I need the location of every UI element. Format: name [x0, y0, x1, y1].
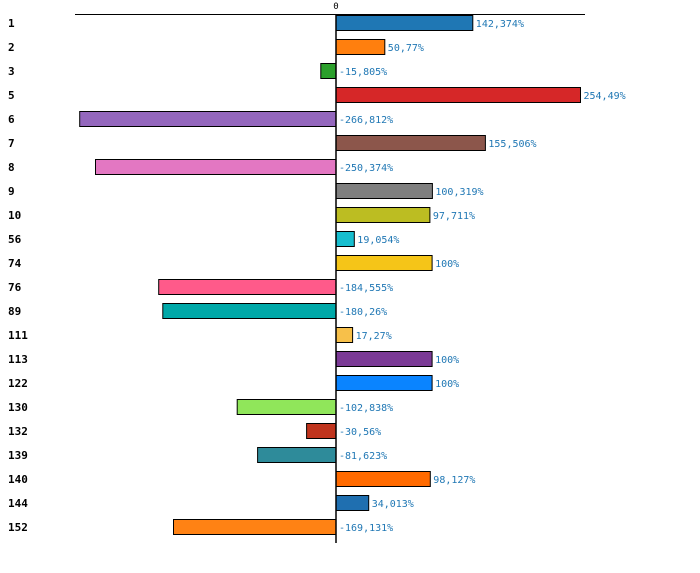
- category-label-113: 113: [8, 353, 28, 366]
- bar-10: [335, 207, 431, 223]
- value-label-5: 254,49%: [584, 91, 626, 102]
- category-label-5: 5: [8, 89, 15, 102]
- category-label-132: 132: [8, 425, 28, 438]
- bar-140: [335, 471, 431, 487]
- bar-3: [320, 63, 337, 79]
- value-label-152: -169,131%: [339, 523, 393, 534]
- zero-tick-label: 0: [333, 2, 338, 12]
- value-label-6: -266,812%: [339, 115, 393, 126]
- bar-7: [335, 135, 486, 151]
- category-label-140: 140: [8, 473, 28, 486]
- category-label-76: 76: [8, 281, 22, 294]
- bar-1: [335, 15, 474, 31]
- bar-2: [335, 39, 386, 55]
- category-label-10: 10: [8, 209, 21, 222]
- value-label-1: 142,374%: [476, 19, 524, 30]
- value-label-9: 100,319%: [435, 187, 483, 198]
- category-label-122: 122: [8, 377, 28, 390]
- value-label-130: -102,838%: [339, 403, 393, 414]
- value-label-111: 17,27%: [356, 331, 392, 342]
- bar-56: [335, 231, 355, 247]
- value-label-10: 97,711%: [433, 211, 475, 222]
- value-label-3: -15,805%: [339, 67, 387, 78]
- value-label-144: 34,013%: [372, 499, 414, 510]
- value-label-89: -180,26%: [339, 307, 387, 318]
- category-label-8: 8: [8, 161, 15, 174]
- category-label-89: 89: [8, 305, 21, 318]
- value-label-74: 100%: [435, 259, 459, 270]
- bar-122: [335, 375, 433, 391]
- value-label-140: 98,127%: [433, 475, 475, 486]
- bars-group: 1 142,374% 2 50,77% 3 -15,805% 5 254,49% 6 -266,8…: [8, 15, 626, 535]
- value-label-56: 19,054%: [357, 235, 399, 246]
- value-label-7: 155,506%: [488, 139, 536, 150]
- category-label-9: 9: [8, 185, 15, 198]
- bar-144: [335, 495, 370, 511]
- category-label-144: 144: [8, 497, 28, 510]
- value-label-8: -250,374%: [339, 163, 393, 174]
- value-label-132: -30,56%: [339, 427, 381, 438]
- category-label-56: 56: [8, 233, 22, 246]
- bar-76: [158, 279, 337, 295]
- value-label-139: -81,623%: [339, 451, 387, 462]
- bar-74: [335, 255, 433, 271]
- category-label-1: 1: [8, 17, 15, 30]
- category-label-139: 139: [8, 449, 28, 462]
- bar-113: [335, 351, 433, 367]
- bar-152: [173, 519, 337, 535]
- bar-5: [335, 87, 581, 103]
- value-label-113: 100%: [435, 355, 459, 366]
- category-label-152: 152: [8, 521, 28, 534]
- value-label-76: -184,555%: [339, 283, 393, 294]
- category-label-7: 7: [8, 137, 15, 150]
- bar-89: [162, 303, 337, 319]
- bar-6: [79, 111, 337, 127]
- value-label-2: 50,77%: [388, 43, 424, 54]
- category-label-2: 2: [8, 41, 15, 54]
- bar-139: [257, 447, 337, 463]
- category-label-3: 3: [8, 65, 15, 78]
- category-label-111: 111: [8, 329, 28, 342]
- bar-130: [236, 399, 337, 415]
- value-label-122: 100%: [435, 379, 459, 390]
- category-label-130: 130: [8, 401, 28, 414]
- category-label-74: 74: [8, 257, 22, 270]
- bar-8: [95, 159, 337, 175]
- bar-132: [306, 423, 337, 439]
- bar-9: [335, 183, 433, 199]
- category-label-6: 6: [8, 113, 15, 126]
- bar-111: [335, 327, 354, 343]
